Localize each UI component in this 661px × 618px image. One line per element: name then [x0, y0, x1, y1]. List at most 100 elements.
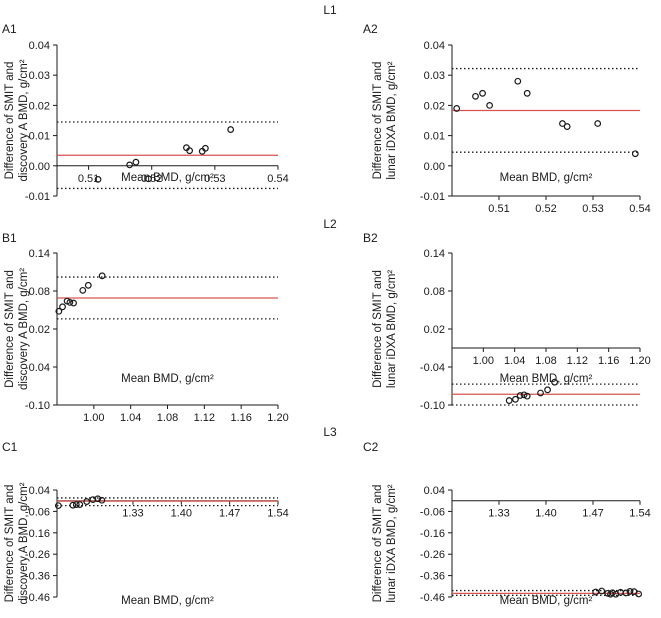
data-point	[626, 588, 634, 595]
y-tick-label: -0.26	[25, 549, 50, 561]
y-tick-label: 0.04	[424, 485, 445, 497]
data-point	[76, 501, 84, 508]
data-point	[79, 286, 87, 294]
x-tick-label: 1.40	[535, 508, 556, 520]
panel-a1: A1-0.010.000.010.020.030.040.51 0.52 0.53 0…	[2, 22, 289, 203]
y-tick-label: -0.01	[25, 191, 50, 203]
panel-b1: B1 -0.10 -0.04 0.02 0.08 0.14 1.00 1.04 1.08 1.12…	[2, 231, 289, 424]
data-point	[523, 89, 531, 97]
y-tick-label: 0.01	[424, 131, 445, 143]
y-tick-label: -0.06	[25, 506, 50, 518]
y-tick-label: -0.04	[420, 362, 445, 374]
panel-c2: C2 -0.46 -0.36 -0.26 -0.16 -0.06 0.04 1.33 1.40 1…	[363, 440, 651, 607]
y-tick-label: 0.01	[29, 131, 50, 143]
y-tick-label: -0.04	[25, 362, 50, 374]
panel-label: C2	[363, 440, 379, 454]
x-tick-label: 1.40	[171, 508, 192, 520]
data-point	[145, 175, 152, 183]
y-axis-title: discovery A BMD, g/cm²	[18, 59, 30, 181]
data-point	[559, 120, 566, 127]
data-point	[472, 92, 479, 100]
row-label-l1: L1	[323, 3, 337, 17]
data-point	[594, 120, 602, 127]
y-tick-label: -0.10	[420, 400, 445, 412]
y-tick-label: 0.14	[29, 248, 50, 260]
y-tick-label: 0.03	[424, 70, 445, 82]
y-tick-label: 0.02	[424, 324, 445, 336]
x-tick-label: 0.51	[78, 173, 99, 185]
data-point	[70, 299, 77, 307]
y-axis-title: Difference of SMIT and	[372, 62, 384, 180]
data-point	[98, 272, 106, 280]
data-point	[227, 126, 235, 133]
data-point	[516, 392, 524, 399]
data-point	[94, 495, 102, 503]
data-point	[89, 496, 97, 504]
data-point	[201, 144, 209, 152]
data-point	[186, 147, 194, 155]
y-tick-label: 0.02	[29, 100, 50, 112]
y-tick-label: -0.16	[420, 528, 445, 540]
data-point	[505, 397, 513, 404]
panel-label: B1	[2, 231, 17, 245]
x-axis-title: Mean BMD, g/cm²	[500, 373, 593, 385]
x-tick-label: 0.52	[535, 203, 556, 215]
x-tick-label: 1.33	[488, 508, 509, 520]
panel-c1: C1 -0.46 -0.36 -0.26 -0.16 -0.06 0.04 1.33 1.40 1…	[2, 440, 289, 607]
panel-label: B2	[363, 231, 378, 245]
y-tick-label: -0.16	[25, 528, 50, 540]
y-tick-label: 0.00	[424, 161, 445, 173]
x-tick-label: 1.47	[582, 508, 603, 520]
data-point	[126, 161, 134, 169]
y-axis-title: Difference of SMIT and	[4, 270, 16, 388]
y-tick-label: 0.08	[29, 286, 50, 298]
panel-b2: B2 -0.10 -0.04 0.02 0.08 0.14 1.00 1.04 1.08 1.12…	[363, 231, 651, 412]
y-tick-label: 0.02	[424, 100, 445, 112]
data-point	[622, 589, 630, 597]
y-tick-label: -0.46	[25, 592, 50, 604]
data-point	[512, 395, 519, 403]
data-point	[453, 105, 461, 112]
y-axis-title: Difference of SMIT and	[4, 485, 16, 603]
data-point	[479, 89, 486, 97]
data-point	[69, 501, 77, 509]
data-point	[83, 498, 91, 505]
y-tick-label: -0.36	[25, 571, 50, 583]
data-point	[59, 303, 66, 311]
y-axis-title: discovery A BMD, g/cm²	[18, 482, 30, 604]
y-tick-label: 0.14	[424, 248, 445, 260]
x-tick-label: 1.08	[535, 355, 556, 367]
x-tick-label: 1.54	[267, 508, 288, 520]
y-axis-title: Difference of SMIT and	[372, 270, 384, 388]
y-tick-label: -0.10	[25, 400, 50, 412]
y-tick-label: 0.03	[29, 70, 50, 82]
data-point	[132, 158, 140, 166]
x-tick-label: 0.53	[204, 173, 225, 185]
x-tick-label: 1.00	[83, 412, 104, 424]
y-tick-label: 0.04	[424, 40, 445, 52]
data-point	[55, 307, 63, 315]
y-tick-label: 0.04	[29, 40, 50, 52]
data-point	[635, 590, 643, 598]
y-tick-label: 0.04	[29, 485, 50, 497]
y-axis-title: lunar iDXA BMD, g/cm²	[386, 270, 398, 388]
x-tick-label: 1.54	[629, 508, 650, 520]
data-point	[544, 386, 551, 394]
y-axis-title: lunar iDXA BMD, g/cm²	[386, 484, 398, 602]
x-axis-title: Mean BMD, g/cm²	[500, 172, 593, 184]
data-point	[631, 150, 639, 158]
data-point	[609, 589, 616, 597]
y-tick-label: -0.06	[420, 506, 445, 518]
data-point	[72, 501, 80, 508]
data-point	[598, 587, 606, 595]
x-axis-title: Mean BMD, g/cm²	[121, 373, 214, 385]
y-tick-label: 0.00	[29, 161, 50, 173]
data-point	[84, 281, 92, 289]
x-tick-label: 1.47	[219, 508, 240, 520]
x-tick-label: 1.00	[473, 355, 494, 367]
data-point	[523, 392, 531, 400]
data-point	[98, 496, 106, 504]
x-tick-label: 1.16	[230, 412, 251, 424]
y-tick-label: -0.36	[420, 571, 445, 583]
